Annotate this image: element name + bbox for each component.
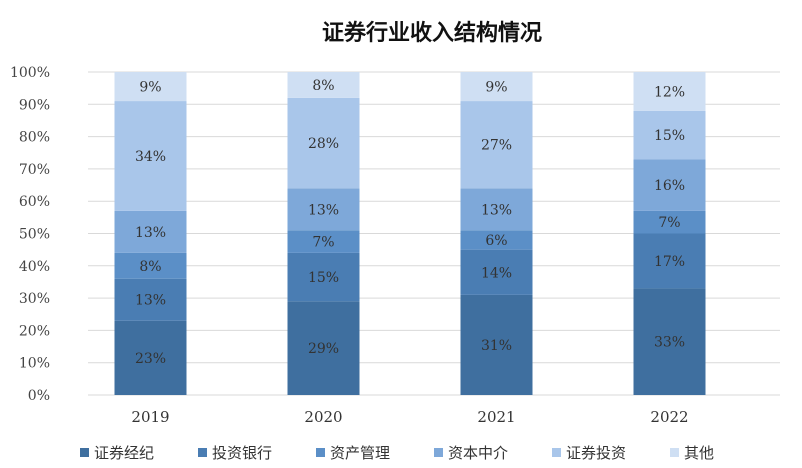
bar-stack-2021: 31% 14% 6% 13% 27% 9% — [460, 72, 533, 395]
data-label: 9% — [485, 80, 507, 96]
bar-stack-2019: 23% 13% 8% 13% 34% 9% — [114, 72, 187, 395]
legend-swatch — [552, 448, 561, 457]
y-tick-label: 60% — [19, 194, 50, 210]
bar-segment — [633, 210, 706, 234]
bar-segment — [287, 188, 360, 231]
legend-item: 资产管理 — [316, 444, 390, 462]
legend-item: 证券投资 — [552, 444, 626, 462]
bar-segment — [287, 97, 360, 189]
legend-item: 资本中介 — [434, 444, 508, 462]
y-tick-label: 90% — [19, 97, 50, 113]
bar-segment — [633, 233, 706, 289]
bar-stack-2020: 29% 15% 7% 13% 28% 8% — [287, 72, 360, 395]
data-label: 12% — [654, 84, 685, 100]
legend: 证券经纪 投资银行 资产管理 资本中介 证券投资 其他 — [80, 444, 714, 462]
y-tick-label: 20% — [19, 323, 50, 339]
bar-segment — [633, 72, 706, 111]
data-label: 23% — [135, 351, 166, 367]
y-axis: 0% 10% 20% 30% 40% 50% 60% 70% 80% 90% 100% — [10, 65, 50, 404]
legend-label: 证券经纪 — [94, 444, 154, 462]
legend-swatch — [198, 448, 207, 457]
data-label: 31% — [481, 338, 512, 354]
data-label: 7% — [312, 235, 334, 251]
legend-swatch — [316, 448, 325, 457]
legend-swatch — [670, 448, 679, 457]
data-label: 8% — [312, 78, 334, 94]
data-label: 28% — [308, 136, 339, 152]
bar-segment — [633, 159, 706, 211]
y-tick-label: 0% — [28, 388, 50, 404]
data-label: 15% — [654, 128, 685, 144]
legend-label: 资本中介 — [448, 444, 508, 462]
legend-item: 投资银行 — [198, 444, 272, 462]
data-label: 7% — [658, 215, 680, 231]
x-tick-label: 2020 — [304, 408, 342, 426]
bar-segment — [114, 320, 187, 395]
data-label: 13% — [481, 202, 512, 218]
legend-label: 证券投资 — [566, 444, 626, 462]
bar-segment — [460, 101, 533, 189]
y-tick-label: 50% — [19, 227, 50, 243]
y-tick-label: 30% — [19, 291, 50, 307]
y-tick-label: 80% — [19, 130, 50, 146]
bar-segment — [114, 252, 187, 279]
chart-title: 证券行业收入结构情况 — [322, 20, 542, 46]
x-tick-label: 2019 — [131, 408, 169, 426]
bar-stack-2022: 33% 17% 7% 16% 15% 12% — [633, 72, 706, 395]
bar-segment — [287, 301, 360, 395]
data-label: 29% — [308, 341, 339, 357]
data-label: 8% — [139, 259, 161, 275]
data-label: 27% — [481, 138, 512, 154]
legend-label: 资产管理 — [330, 444, 390, 462]
bar-segment — [460, 294, 533, 395]
bar-segment — [114, 72, 187, 102]
data-label: 13% — [135, 225, 166, 241]
bar-segment — [287, 252, 360, 302]
bar-segment — [114, 101, 187, 211]
data-label: 34% — [135, 149, 166, 165]
y-tick-label: 40% — [19, 259, 50, 275]
data-label: 6% — [485, 233, 507, 249]
data-label: 33% — [654, 335, 685, 351]
legend-item: 证券经纪 — [80, 444, 154, 462]
bar-segment — [633, 288, 706, 395]
x-axis: 2019 2020 2021 2022 — [131, 408, 688, 426]
legend-swatch — [434, 448, 443, 457]
x-tick-label: 2022 — [650, 408, 688, 426]
bar-segment — [460, 230, 533, 250]
y-tick-label: 100% — [10, 65, 50, 81]
bar-segment — [287, 230, 360, 253]
legend-label: 其他 — [684, 444, 714, 462]
data-label: 17% — [654, 254, 685, 270]
bar-segment — [114, 210, 187, 253]
bar-segment — [460, 249, 533, 295]
bar-segment — [287, 72, 360, 98]
bar-segment — [633, 110, 706, 160]
data-label: 13% — [308, 202, 339, 218]
y-tick-label: 10% — [19, 356, 50, 372]
x-tick-label: 2021 — [477, 408, 515, 426]
legend-item: 其他 — [670, 444, 714, 462]
legend-label: 投资银行 — [212, 444, 272, 462]
legend-swatch — [80, 448, 89, 457]
bar-segment — [460, 72, 533, 102]
data-label: 14% — [481, 265, 512, 281]
y-tick-label: 70% — [19, 162, 50, 178]
data-label: 15% — [308, 270, 339, 286]
bar-segment — [460, 188, 533, 231]
data-label: 9% — [139, 80, 161, 96]
bar-segment — [114, 278, 187, 321]
bars: 23% 13% 8% 13% 34% 9% 29% 15% 7% 13% 28% 8% 31% 14% 6%… — [114, 72, 706, 395]
data-label: 16% — [654, 178, 685, 194]
data-label: 13% — [135, 293, 166, 309]
